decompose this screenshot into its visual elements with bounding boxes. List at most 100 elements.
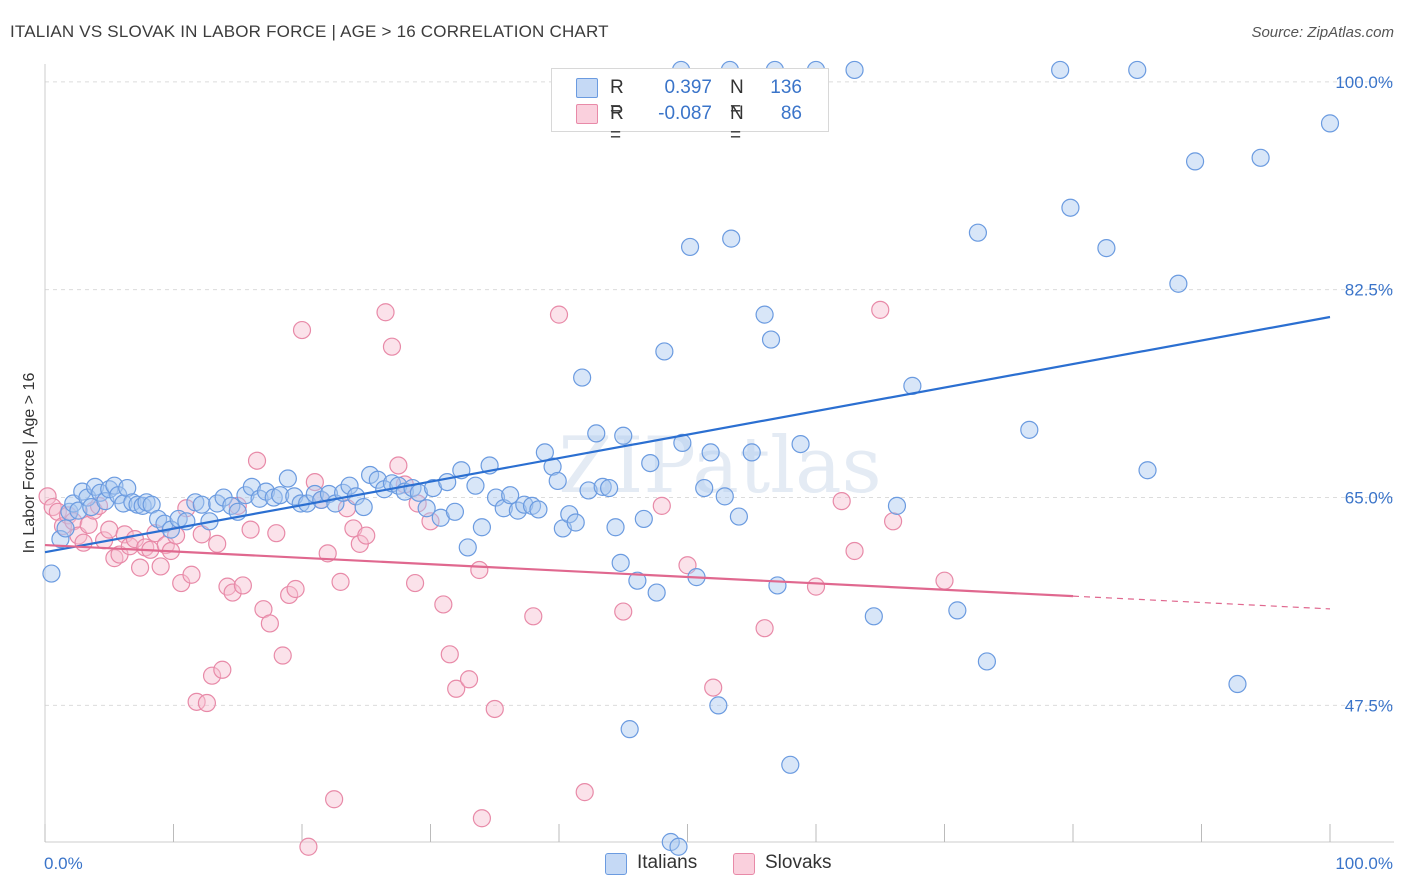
italians-point (472, 518, 491, 537)
italians-point (1128, 60, 1147, 80)
slovaks-point (447, 679, 466, 698)
slovaks-point (434, 595, 453, 614)
italians-point (42, 564, 61, 583)
slovaks-point (389, 456, 408, 475)
italians-point (529, 500, 548, 519)
italians-point (655, 342, 674, 361)
slovaks-point (325, 790, 344, 809)
slovaks-point (247, 451, 267, 470)
slovaks-point (213, 660, 232, 679)
slovaks-point (273, 646, 292, 665)
slovaks-point (382, 337, 402, 356)
italians-point (438, 473, 457, 492)
y-tick-label: 100.0% (1335, 73, 1393, 92)
italians-point (755, 305, 774, 324)
italians-point (695, 478, 714, 498)
slovaks-point (832, 492, 851, 511)
slovaks-point (260, 614, 279, 633)
italians-point (1097, 239, 1116, 258)
italians-point (781, 755, 800, 774)
slovaks-point (218, 577, 237, 596)
trend-lines (44, 315, 1331, 610)
italians-point (1320, 114, 1340, 133)
italians-point (1051, 60, 1070, 80)
slovaks-point (292, 320, 312, 340)
italians-point (620, 720, 639, 739)
italians-point (1138, 461, 1157, 480)
slovaks-point (223, 583, 242, 602)
italians-point (543, 457, 562, 476)
slovaks-point (405, 573, 425, 593)
slovaks-point (845, 541, 864, 561)
italians-point (118, 478, 137, 498)
slovaks-point (357, 526, 376, 545)
slovaks-point (806, 577, 826, 596)
italians-point (1169, 274, 1188, 293)
italians-point (977, 652, 997, 671)
x-tick-label: 100.0% (1335, 854, 1393, 873)
slovaks-point (614, 602, 633, 621)
slovaks-legend-swatch (733, 853, 755, 875)
italians-point (1185, 152, 1205, 171)
italians-point (600, 478, 619, 498)
italians-point (1020, 420, 1039, 439)
y-tick-label: 47.5% (1345, 696, 1393, 715)
italians-point (417, 499, 436, 518)
italians-point (515, 495, 534, 514)
slovaks-point (233, 576, 252, 595)
italians-point (729, 507, 749, 526)
italians-point (445, 502, 465, 521)
slovaks-point (549, 305, 569, 324)
slovaks-point (459, 670, 479, 689)
slovaks-point (241, 520, 260, 539)
italians-point (86, 477, 105, 496)
slovaks-point (652, 496, 671, 515)
italians-point (278, 469, 297, 488)
slovaks-point (151, 557, 170, 576)
slovaks-point (318, 544, 337, 563)
slovaks-point (704, 678, 723, 697)
italians-point (761, 330, 781, 349)
italians-point (458, 538, 477, 557)
n-label: N = (730, 77, 744, 120)
italians-point (791, 434, 810, 454)
italians-point (340, 476, 359, 495)
italians-point (606, 518, 625, 537)
slovaks-point (182, 565, 201, 584)
italians-point (680, 237, 700, 257)
slovaks-point (130, 558, 150, 577)
slovaks-legend-label: Slovaks (765, 852, 832, 873)
n-value: 136 (770, 77, 802, 98)
slovaks-point (105, 549, 124, 568)
slovaks-point (299, 837, 318, 856)
italians-point (614, 426, 633, 445)
slovaks-trend-extension (1072, 595, 1331, 610)
italians-point (319, 484, 339, 504)
slovaks-point (524, 607, 543, 626)
slovaks-point (331, 572, 350, 591)
italians-point (354, 497, 373, 517)
correlation-legend: R = 0.397 N = 136 R = -0.087 N = 86 (551, 68, 829, 146)
slovaks-point (38, 487, 57, 506)
italians-point (715, 487, 734, 506)
italians-swatch (576, 78, 598, 98)
italians-point (768, 576, 787, 595)
slovaks-point (197, 693, 217, 713)
series-legend: Italians Slovaks (0, 851, 1406, 879)
italians-point (548, 471, 567, 491)
italians-point (587, 424, 606, 443)
slovaks-trend-line (44, 543, 1074, 598)
italians-point (51, 530, 70, 549)
italians-legend-swatch (605, 853, 627, 875)
italians-point (887, 496, 907, 515)
axes: In Labor Force | Age > 16 (21, 64, 1394, 843)
italians-point (628, 571, 647, 590)
italians-point (634, 509, 653, 529)
slovaks-swatch (576, 104, 598, 124)
italians-point (56, 519, 75, 538)
r-label: R = (610, 103, 624, 146)
chart-title: ITALIAN VS SLOVAK IN LABOR FORCE | AGE >… (10, 22, 609, 41)
italians-point (611, 553, 630, 572)
n-value: 86 (780, 103, 802, 124)
